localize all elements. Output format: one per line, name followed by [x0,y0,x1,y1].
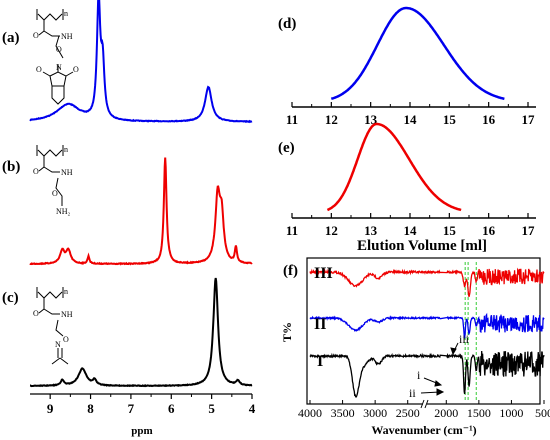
nmr-x-tick-label: 6 [168,401,175,416]
sec-x-tick-label: 13 [364,112,378,127]
ftir-series-label-I: I [317,353,323,370]
sec-panel: (d) (e) 11 12 13 14 15 16 17 11 12 13 14 15 16 17 El… [278,6,536,254]
nmr-x-tick-label: 8 [87,401,94,416]
nmr-x-tick-label: 4 [249,401,256,416]
structure-b [36,145,64,206]
svg-text:NH: NH [61,310,73,319]
svg-text:n: n [64,287,68,296]
svg-text:O: O [33,167,39,176]
structure-a [36,9,74,105]
ftir-x-tick-label: 1500 [467,406,491,420]
svg-text:NH: NH [61,32,73,41]
sec-x-tick-label: 17 [522,112,536,127]
panel-label-c: (c) [2,290,19,306]
svg-text:n: n [64,145,68,154]
ftir-ticks: 4000 3500 3000 2500 2000 1500 1000 500 [298,400,550,420]
svg-text:O: O [52,189,58,198]
sec-x-tick-label: 12 [325,223,338,238]
svg-text:N: N [56,63,62,72]
ftir-series-label-II: II [314,316,326,333]
panel-label-e: (e) [278,140,295,156]
panel-label-d: (d) [278,16,296,32]
ftir-annotation-ii: ii [409,386,416,400]
sec-x-tick-label: 11 [286,112,298,127]
svg-text:N: N [55,340,61,349]
svg-text:O: O [63,335,69,344]
ftir-x-tick-label: 2000 [434,406,458,420]
sec-x-tick-label: 11 [286,223,298,238]
panel-label-b: (b) [2,159,20,175]
ftir-spectrum-I [309,350,545,398]
sec-x-tick-label: 17 [522,223,536,238]
panel-label-a: (a) [2,30,20,46]
sec-x-tick-label: 14 [404,112,418,127]
sec-x-tick-label: 15 [443,223,457,238]
ftir-x-tick-label: 3000 [363,406,387,420]
sec-e-curve [326,122,462,212]
ftir-spectrum-III [309,267,545,297]
ftir-x-tick-label: 500 [535,406,550,420]
svg-text:O: O [33,309,39,318]
ftir-x-tick-label: 3500 [331,406,355,420]
ftir-axis-break [420,399,429,409]
nmr-x-tick-label: 5 [208,401,215,416]
nmr-x-axis-label: ppm [131,425,152,437]
structure-b-labels: n O NH O NH₂ [33,145,73,216]
sec-x-tick-label: 13 [364,223,378,238]
ftir-x-tick-label: 1000 [499,406,523,420]
ftir-spectrum-II [309,312,545,339]
nmr-spectrum-b [29,157,253,266]
ftir-annotation-iii: iii [459,332,470,346]
nmr-spectrum-c [29,277,253,388]
ftir-x-tick-label: 4000 [298,406,322,420]
structure-c [36,287,69,365]
sec-x-tick-label: 15 [443,112,457,127]
ftir-annotation-i: i [417,368,421,382]
sec-e-ticks: 11 12 13 14 15 16 17 [286,213,535,238]
sec-x-tick-label: 16 [482,223,496,238]
nmr-panel: 9 8 7 6 5 4 ppm (a) (b) (c) n O NH O N O [2,0,256,437]
svg-text:O: O [33,31,39,40]
sec-x-tick-label: 12 [325,112,338,127]
ftir-series-label-III: III [314,265,333,282]
nmr-x-tick-label: 9 [47,401,54,416]
sec-x-axis-label: Elution Volume [ml] [357,238,487,254]
svg-text:NH₂: NH₂ [56,207,71,216]
nmr-ticks: 9 8 7 6 5 4 [47,394,256,416]
sec-d-ticks: 11 12 13 14 15 16 17 [286,102,535,127]
structure-c-labels: n O NH O N [33,287,73,349]
svg-text:NH: NH [61,168,73,177]
ftir-x-axis-label: Wavenumber (cm⁻¹) [371,423,476,437]
sec-x-tick-label: 14 [404,223,418,238]
svg-text:O: O [36,65,42,74]
nmr-spectrum-a [29,0,253,124]
structure-a-labels: n O NH O N O O [33,9,79,74]
nmr-x-tick-label: 7 [128,401,135,416]
panel-label-f: (f) [283,263,298,279]
sec-d-curve [330,6,505,101]
svg-text:O: O [73,65,79,74]
ftir-panel: (f) 4000 3500 3000 2500 2000 1500 1000 500 Wave… [280,257,550,437]
ftir-y-axis-label: T% [280,322,294,342]
ftir-annotation-arrows [420,342,459,396]
svg-text:n: n [64,9,68,18]
sec-x-tick-label: 16 [482,112,496,127]
ftir-x-tick-label: 2500 [396,406,420,420]
svg-text:O: O [56,45,62,54]
